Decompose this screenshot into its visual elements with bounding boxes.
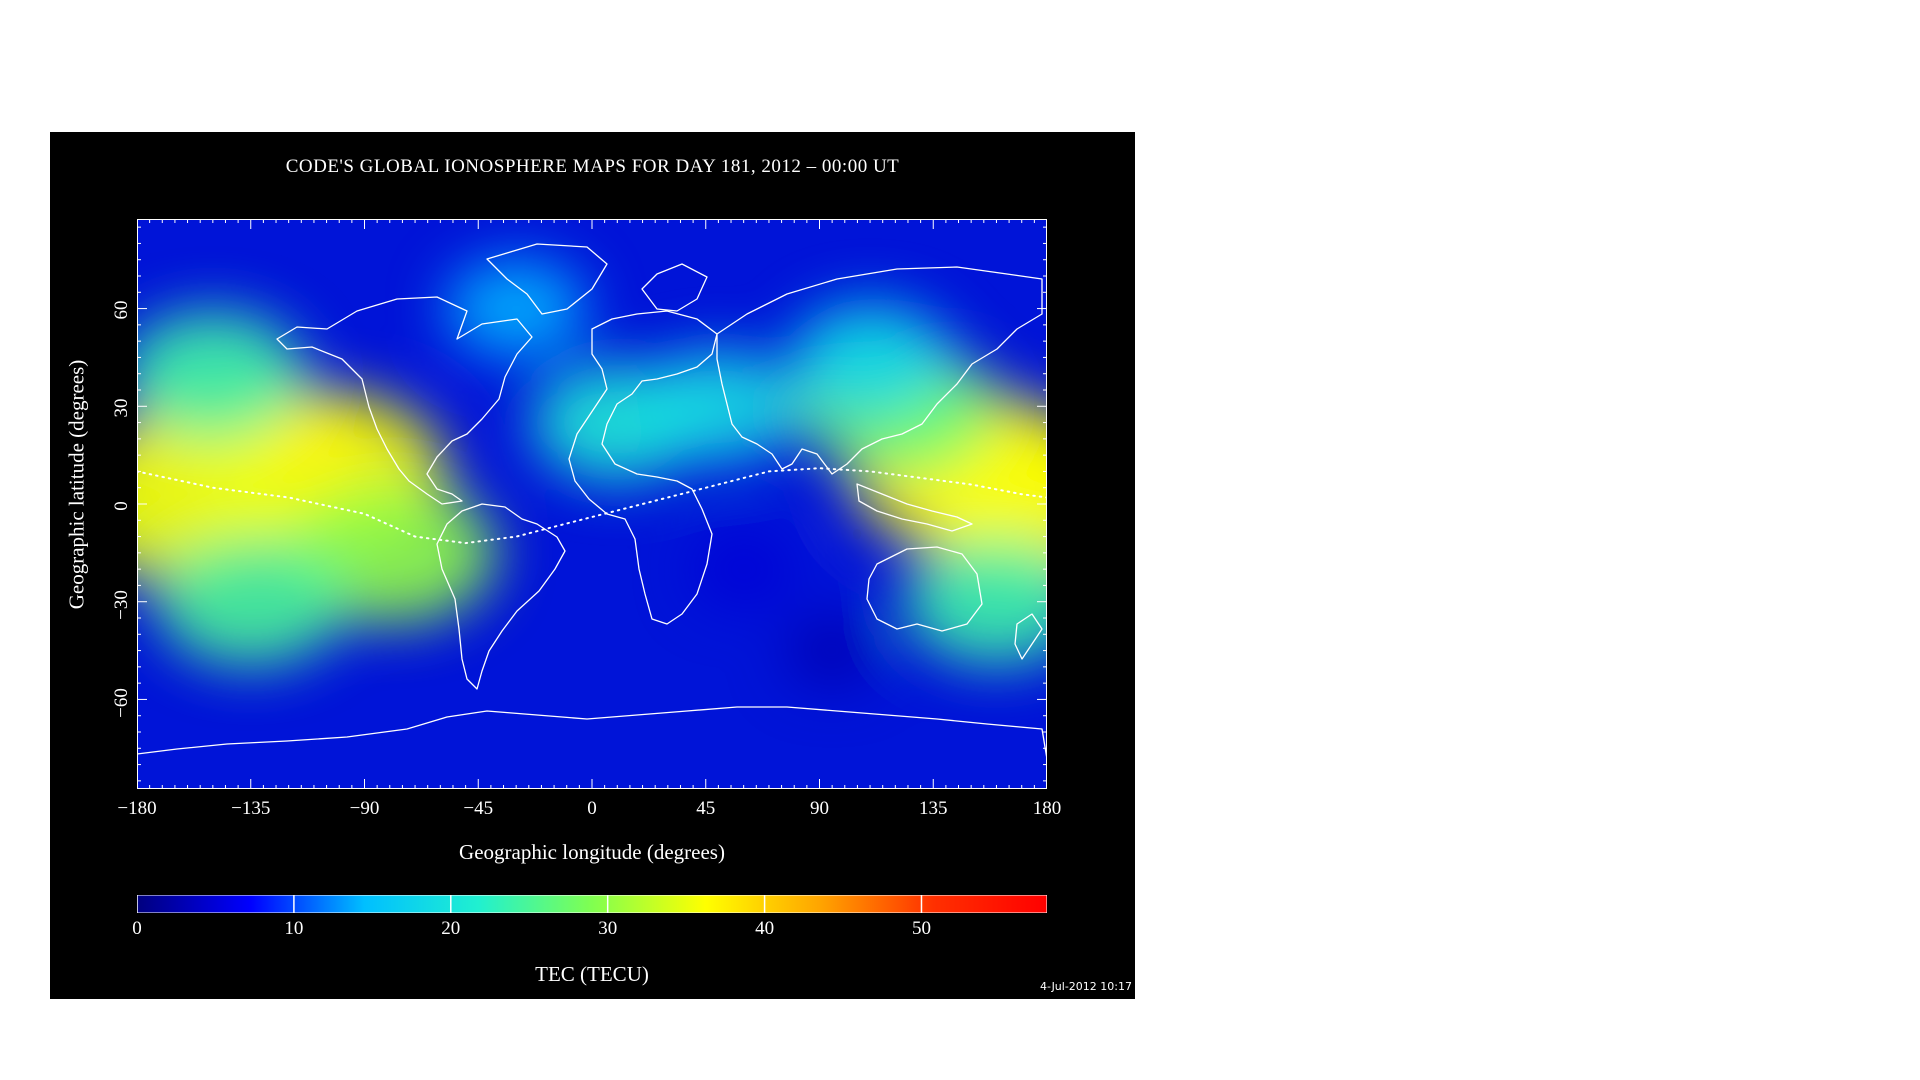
tec-blob — [790, 302, 950, 413]
antarctica-coast — [137, 706, 1047, 760]
frame-ticks — [137, 219, 1047, 789]
asia-coast — [716, 266, 1043, 475]
tec-map-figure: CODE'S GLOBAL IONOSPHERE MAPS FOR DAY 18… — [50, 132, 1135, 999]
y-tick-label: 30 — [111, 398, 132, 418]
scandinavia-coast — [641, 263, 708, 312]
tec-blob — [785, 616, 879, 685]
y-tick-label: 0 — [111, 501, 132, 511]
x-tick-label: −135 — [231, 798, 271, 819]
y-tick-label: −30 — [111, 590, 132, 620]
tec-field — [137, 258, 1047, 685]
x-tick-label: −45 — [463, 798, 494, 819]
colorbar-tick-label: 10 — [284, 918, 304, 939]
map-title: CODE'S GLOBAL IONOSPHERE MAPS FOR DAY 18… — [285, 156, 900, 177]
tec-blob — [137, 310, 306, 438]
colorbar-tick-label: 50 — [912, 918, 931, 939]
magnetic-equator — [137, 467, 1047, 545]
europe-africa-coast — [568, 310, 718, 625]
australia-coast — [866, 546, 983, 632]
new-zealand-coast — [1014, 613, 1043, 660]
colorbar-label: TEC (TECU) — [535, 962, 649, 986]
x-tick-label: 90 — [810, 798, 829, 819]
tec-blob — [636, 349, 801, 463]
x-tick-label: 180 — [1032, 798, 1062, 819]
x-tick-label: 45 — [696, 798, 716, 819]
tec-blob — [155, 536, 346, 667]
north-america-coast — [276, 296, 533, 505]
colorbar-tick-label: 20 — [441, 918, 461, 939]
x-tick-label: −90 — [349, 798, 380, 819]
tec-blob — [903, 538, 1047, 666]
colorbar-tick-label: 0 — [132, 918, 142, 939]
coastlines — [137, 243, 1047, 760]
y-tick-label: −60 — [111, 688, 132, 718]
colorbar-tick-label: 40 — [755, 918, 775, 939]
indonesia-coast — [856, 483, 973, 532]
x-tick-label: 135 — [919, 798, 948, 819]
y-axis-label: Geographic latitude (degrees) — [64, 359, 89, 610]
tec-blob — [445, 258, 587, 359]
y-tick-label: 60 — [111, 300, 132, 320]
x-tick-label: 0 — [587, 798, 597, 819]
tec-blob — [692, 532, 795, 607]
colorbar-tick-label: 30 — [598, 918, 618, 939]
greenland-coast — [486, 243, 608, 315]
x-axis-label: Geographic longitude (degrees) — [459, 840, 725, 864]
colorbar — [137, 895, 1047, 913]
south-america-coast — [436, 503, 566, 690]
timestamp: 4-Jul-2012 10:17 — [1039, 980, 1132, 993]
x-tick-label: −180 — [117, 798, 157, 819]
tec-heatmap-plot — [137, 219, 1047, 789]
